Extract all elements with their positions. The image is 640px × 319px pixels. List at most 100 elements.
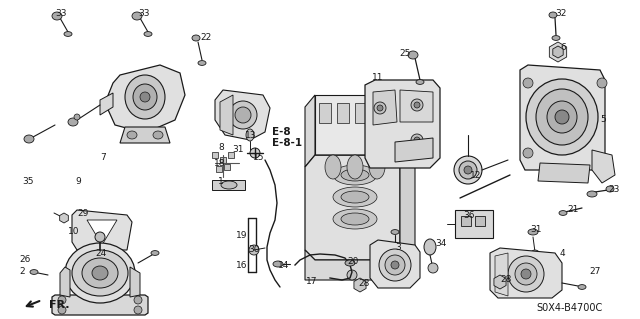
Ellipse shape xyxy=(347,155,363,179)
Polygon shape xyxy=(553,46,563,58)
Polygon shape xyxy=(60,267,70,297)
Ellipse shape xyxy=(523,148,533,158)
Text: 31: 31 xyxy=(232,145,243,154)
Polygon shape xyxy=(87,220,117,245)
Polygon shape xyxy=(105,65,185,133)
Text: S0X4-B4700C: S0X4-B4700C xyxy=(536,303,602,313)
Polygon shape xyxy=(538,163,590,183)
Polygon shape xyxy=(395,143,415,260)
Ellipse shape xyxy=(65,243,135,303)
Ellipse shape xyxy=(250,148,260,158)
Text: 9: 9 xyxy=(75,176,81,186)
Text: 4: 4 xyxy=(560,249,566,257)
Ellipse shape xyxy=(385,255,405,275)
Bar xyxy=(212,152,218,158)
Ellipse shape xyxy=(333,187,377,207)
Ellipse shape xyxy=(597,78,607,88)
Polygon shape xyxy=(520,65,605,170)
Polygon shape xyxy=(370,240,420,288)
Ellipse shape xyxy=(82,258,118,288)
Ellipse shape xyxy=(92,266,108,280)
Polygon shape xyxy=(60,213,68,223)
Ellipse shape xyxy=(357,282,363,288)
Text: FR.: FR. xyxy=(49,300,70,310)
Polygon shape xyxy=(212,180,245,190)
Ellipse shape xyxy=(325,155,341,179)
Ellipse shape xyxy=(68,118,78,126)
Ellipse shape xyxy=(333,165,377,185)
Text: 18: 18 xyxy=(214,159,225,167)
Polygon shape xyxy=(490,248,562,298)
Bar xyxy=(337,103,349,123)
Text: 6: 6 xyxy=(560,43,566,53)
Bar xyxy=(461,216,471,226)
Ellipse shape xyxy=(555,49,561,55)
Ellipse shape xyxy=(144,32,152,36)
Polygon shape xyxy=(305,95,315,167)
Ellipse shape xyxy=(246,129,254,141)
Ellipse shape xyxy=(411,134,423,146)
Ellipse shape xyxy=(428,263,438,273)
Text: 30: 30 xyxy=(248,244,259,254)
Ellipse shape xyxy=(454,156,482,184)
Text: 22: 22 xyxy=(200,33,211,42)
Ellipse shape xyxy=(578,285,586,289)
Ellipse shape xyxy=(555,110,569,124)
Ellipse shape xyxy=(369,155,385,179)
Text: 14: 14 xyxy=(278,261,289,270)
Bar xyxy=(455,210,493,238)
Text: 17: 17 xyxy=(306,278,317,286)
Text: 29: 29 xyxy=(77,210,88,219)
Ellipse shape xyxy=(587,191,597,197)
Polygon shape xyxy=(365,80,440,168)
Text: 26: 26 xyxy=(19,255,30,263)
Ellipse shape xyxy=(377,105,383,111)
Polygon shape xyxy=(373,90,397,125)
Ellipse shape xyxy=(58,306,66,314)
Text: 27: 27 xyxy=(589,268,600,277)
Ellipse shape xyxy=(341,213,369,225)
Bar xyxy=(228,152,234,158)
Polygon shape xyxy=(130,267,140,297)
Ellipse shape xyxy=(536,89,588,145)
Polygon shape xyxy=(72,210,132,250)
Text: 10: 10 xyxy=(68,227,79,236)
Ellipse shape xyxy=(379,249,411,281)
Ellipse shape xyxy=(528,229,538,235)
Ellipse shape xyxy=(521,269,531,279)
Ellipse shape xyxy=(530,250,540,260)
Ellipse shape xyxy=(132,12,142,20)
Ellipse shape xyxy=(547,101,577,133)
Ellipse shape xyxy=(391,261,399,269)
Text: 20: 20 xyxy=(347,257,358,266)
Ellipse shape xyxy=(127,131,137,139)
Bar xyxy=(319,103,331,123)
Text: 8: 8 xyxy=(218,144,224,152)
Bar xyxy=(220,157,226,163)
Ellipse shape xyxy=(508,256,544,292)
Text: 35: 35 xyxy=(22,176,33,186)
Bar xyxy=(224,164,230,170)
Polygon shape xyxy=(549,42,566,62)
Text: 33: 33 xyxy=(138,10,150,19)
Text: 3: 3 xyxy=(395,242,401,251)
Ellipse shape xyxy=(347,270,357,280)
Ellipse shape xyxy=(125,75,165,119)
Ellipse shape xyxy=(249,245,259,255)
Polygon shape xyxy=(400,90,433,122)
Text: 7: 7 xyxy=(100,152,106,161)
Ellipse shape xyxy=(140,92,150,102)
Ellipse shape xyxy=(235,107,251,123)
Text: 25: 25 xyxy=(399,48,410,57)
Ellipse shape xyxy=(552,36,560,41)
Ellipse shape xyxy=(416,80,424,85)
Ellipse shape xyxy=(464,166,472,174)
Ellipse shape xyxy=(24,135,34,143)
Text: 34: 34 xyxy=(435,239,446,248)
Ellipse shape xyxy=(497,279,503,285)
Ellipse shape xyxy=(153,131,163,139)
Text: 16: 16 xyxy=(236,261,248,270)
Text: 23: 23 xyxy=(608,186,620,195)
Ellipse shape xyxy=(424,239,436,255)
Text: 12: 12 xyxy=(470,170,481,180)
